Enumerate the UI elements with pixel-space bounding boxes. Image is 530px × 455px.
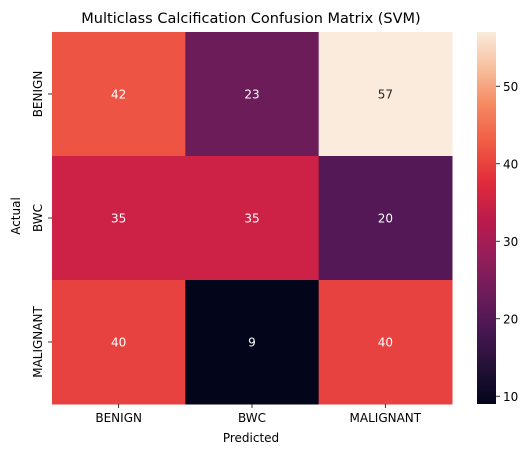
colorbar-tick-label: 40 (503, 157, 518, 171)
heatmap-cell (318, 32, 453, 157)
heatmap-cells: 42 23 57 35 35 20 40 9 40 (52, 32, 453, 405)
y-axis-label: Actual (9, 197, 23, 235)
colorbar-tick-label: 10 (503, 390, 518, 404)
y-tick-label: BENIGN (31, 71, 45, 118)
cell-value-label: 35 (111, 212, 126, 226)
x-axis: BENIGN BWC MALIGNANT (95, 404, 422, 425)
heatmap-cell (185, 280, 320, 405)
x-tick-label: BENIGN (95, 411, 142, 425)
heatmap-cell (185, 156, 320, 281)
colorbar: 10 20 30 40 50 (477, 32, 518, 404)
heatmap-cell (318, 280, 453, 405)
cell-value-label: 23 (244, 88, 259, 102)
heatmap-cell (318, 156, 453, 281)
y-tick-label: MALIGNANT (31, 306, 45, 378)
y-axis: BENIGN BWC MALIGNANT (31, 71, 52, 378)
colorbar-tick-label: 30 (503, 235, 518, 249)
heatmap-cell (52, 32, 186, 157)
x-tick-label: BWC (238, 411, 266, 425)
heatmap-cell (52, 280, 186, 405)
y-tick-label: BWC (31, 204, 45, 232)
cell-value-label: 57 (378, 88, 393, 102)
cell-value-label: 40 (111, 336, 126, 350)
heatmap-cell (52, 156, 186, 281)
cell-value-label: 20 (378, 212, 393, 226)
colorbar-gradient (477, 32, 496, 404)
cell-value-label: 40 (378, 336, 393, 350)
chart-title: Multiclass Calcification Confusion Matri… (81, 11, 420, 27)
x-axis-label: Predicted (223, 431, 279, 445)
cell-value-label: 42 (111, 88, 126, 102)
x-tick-label: MALIGNANT (350, 411, 422, 425)
colorbar-tick-label: 20 (503, 312, 518, 326)
cell-value-label: 35 (244, 212, 259, 226)
cell-value-label: 9 (248, 336, 256, 350)
colorbar-tick-label: 50 (503, 80, 518, 94)
heatmap-cell (185, 32, 320, 157)
